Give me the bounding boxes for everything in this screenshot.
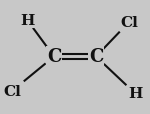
Text: C: C — [89, 48, 103, 66]
Text: Cl: Cl — [3, 84, 21, 98]
Text: C: C — [47, 48, 61, 66]
Text: Cl: Cl — [120, 16, 138, 30]
Text: H: H — [20, 14, 34, 27]
Text: H: H — [128, 87, 142, 100]
